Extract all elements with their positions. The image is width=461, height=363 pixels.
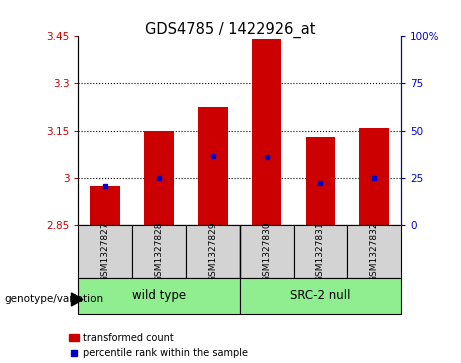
Bar	[240, 278, 401, 314]
Legend: transformed count, percentile rank within the sample: transformed count, percentile rank withi…	[70, 333, 248, 358]
Text: GDS4785 / 1422926_at: GDS4785 / 1422926_at	[145, 22, 316, 38]
Polygon shape	[71, 293, 83, 306]
Text: genotype/variation: genotype/variation	[5, 294, 104, 305]
Text: SRC-2 null: SRC-2 null	[290, 289, 351, 302]
Bar	[347, 225, 401, 278]
Text: GSM1327828: GSM1327828	[154, 221, 164, 282]
Text: GSM1327832: GSM1327832	[370, 221, 378, 282]
Bar	[132, 225, 186, 278]
Bar	[294, 225, 347, 278]
Text: GSM1327827: GSM1327827	[101, 221, 110, 282]
Text: GSM1327829: GSM1327829	[208, 221, 217, 282]
Bar	[144, 131, 174, 225]
Text: wild type: wild type	[132, 289, 186, 302]
Bar	[78, 225, 132, 278]
Text: GSM1327831: GSM1327831	[316, 221, 325, 282]
Text: GSM1327830: GSM1327830	[262, 221, 271, 282]
Bar	[186, 225, 240, 278]
Bar	[360, 127, 389, 225]
Bar	[198, 107, 228, 225]
Bar	[252, 40, 281, 225]
Bar	[78, 278, 240, 314]
Bar	[306, 137, 335, 225]
Bar	[240, 225, 294, 278]
Bar	[90, 186, 120, 225]
